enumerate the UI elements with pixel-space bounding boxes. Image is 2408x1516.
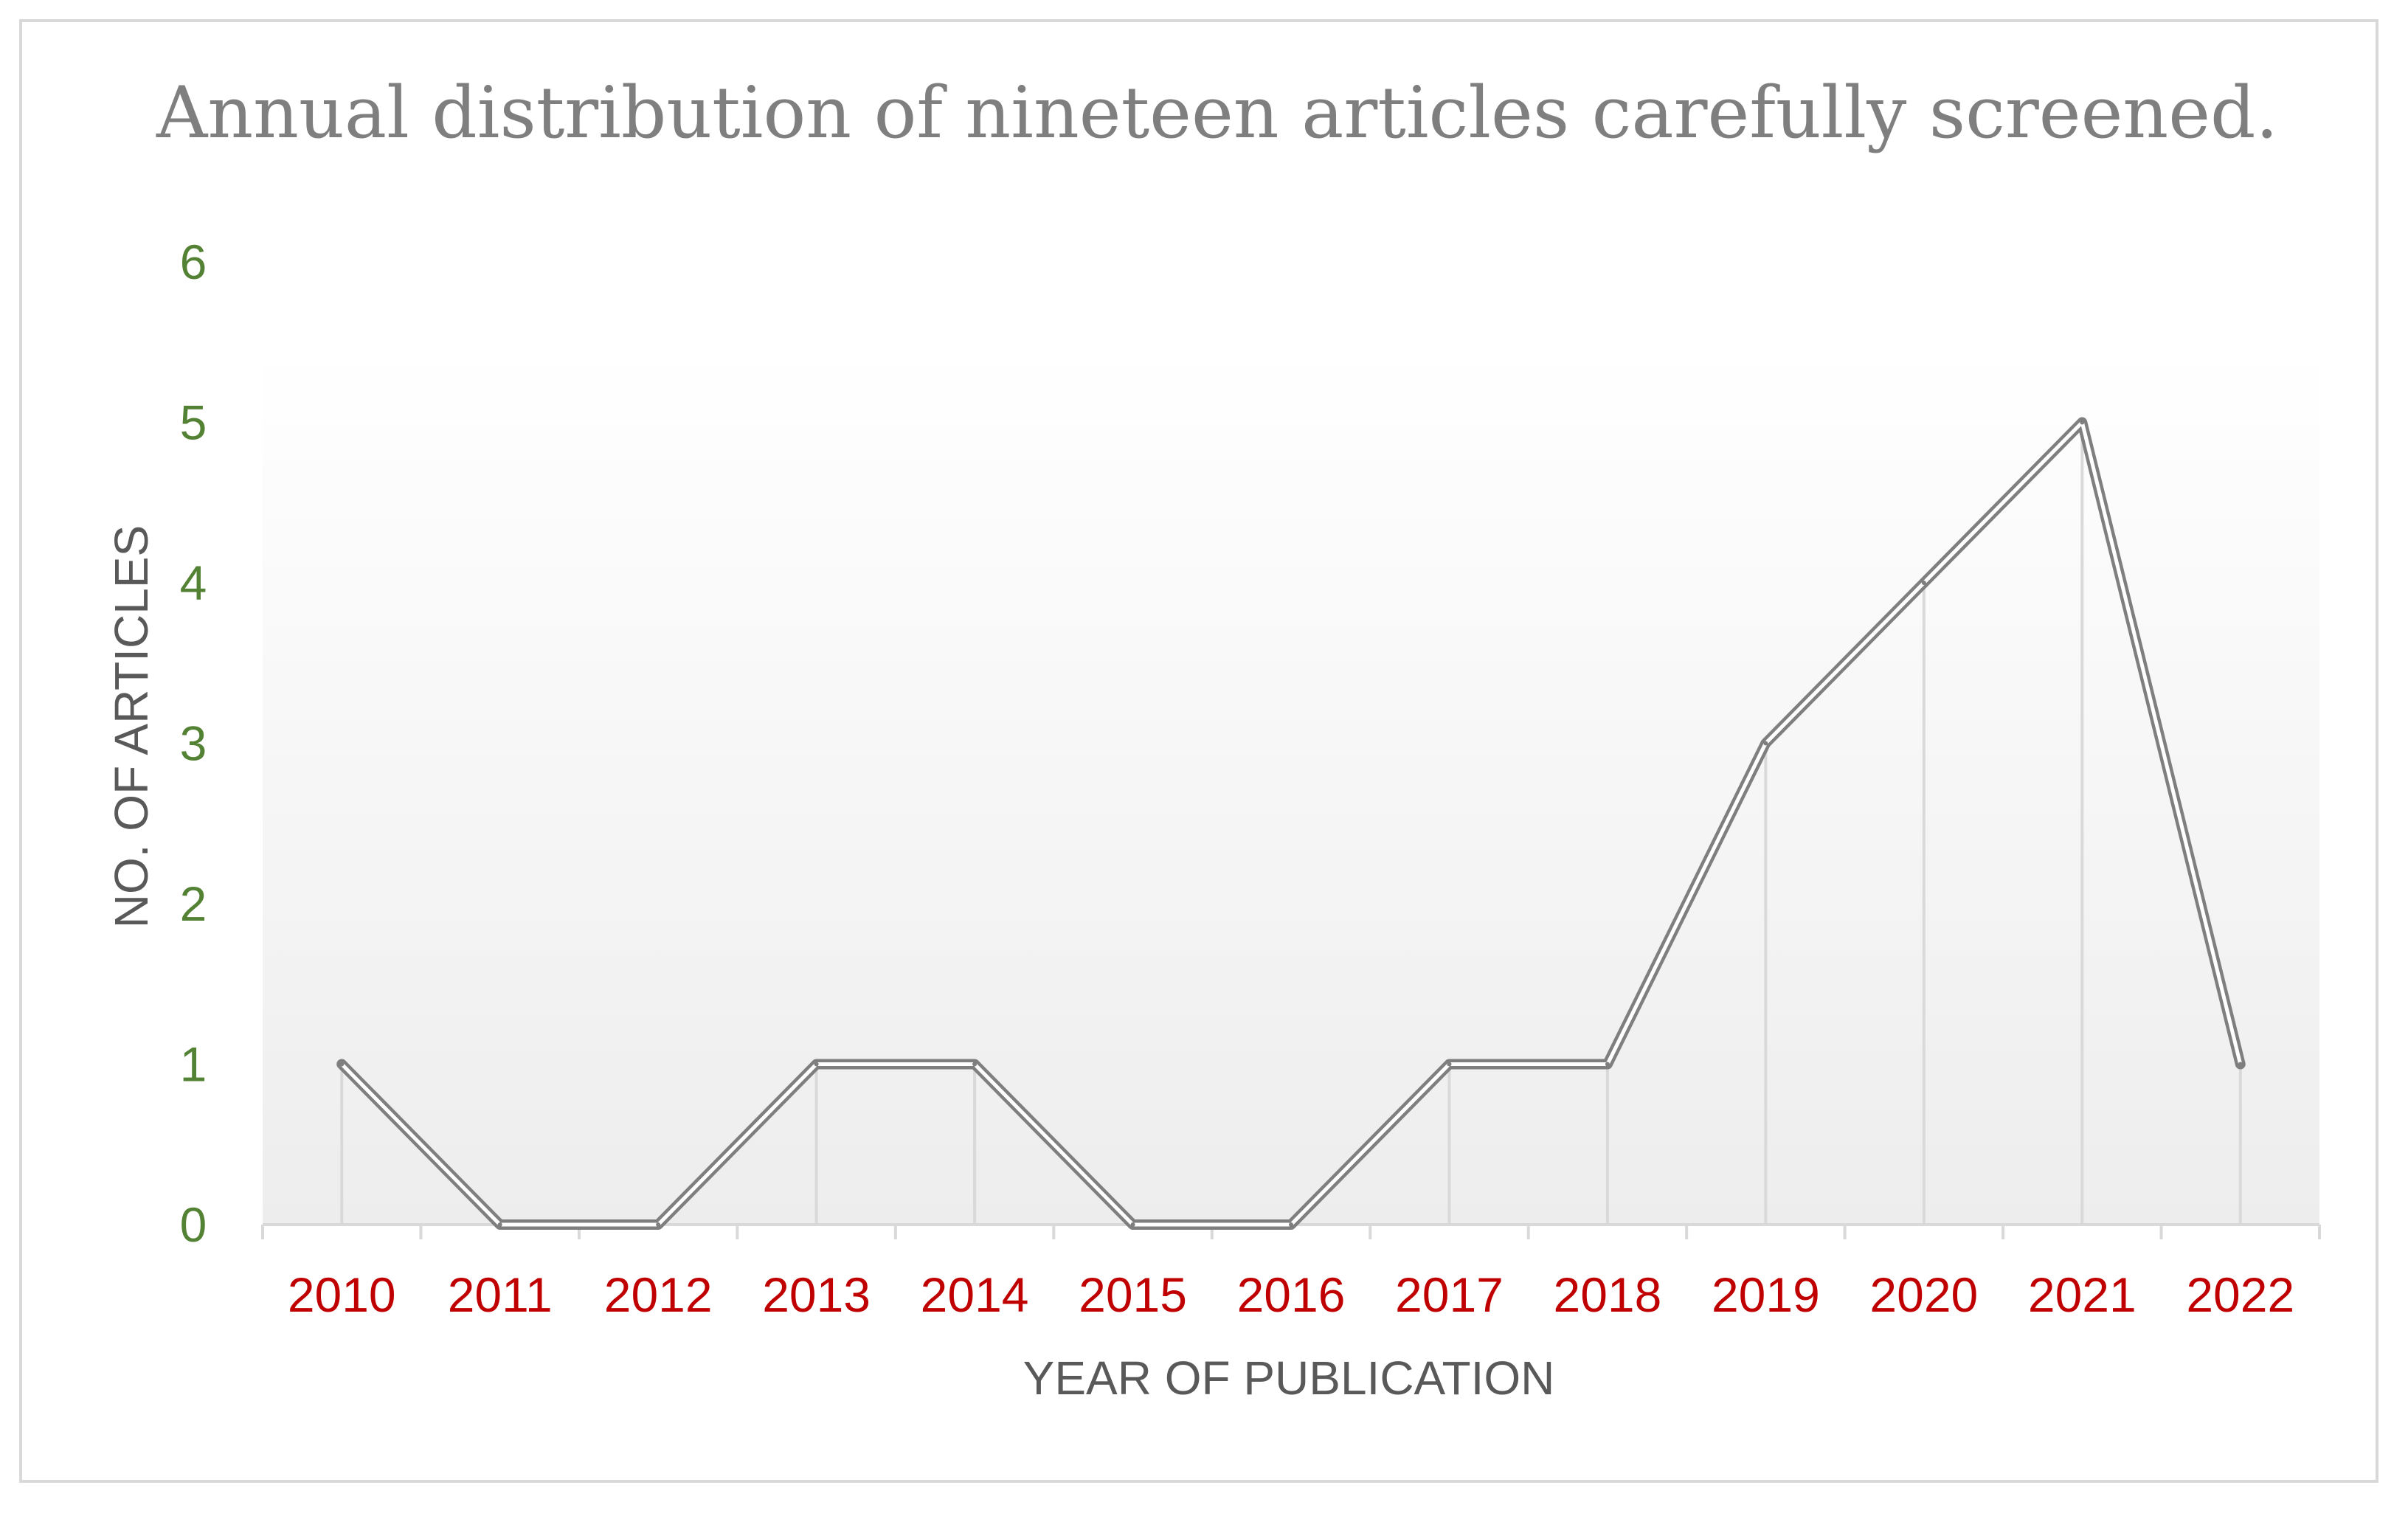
y-tick-label: 3	[180, 716, 207, 771]
x-tick-labels: 2010 2011 2012 2013 2014 2015 2016 2017 2018 2019…	[288, 1267, 2294, 1322]
x-tick-label: 2013	[762, 1267, 871, 1322]
plot-area	[263, 347, 2319, 1225]
x-tick-label: 2018	[1554, 1267, 1662, 1322]
data-point	[1763, 741, 1768, 746]
series-line-group	[336, 417, 2246, 1230]
x-tick-label: 2019	[1712, 1267, 1820, 1322]
x-tick-label: 2015	[1079, 1267, 1187, 1322]
y-tick-label: 6	[180, 235, 207, 289]
x-tick-label: 2014	[921, 1267, 1029, 1322]
x-tick-label: 2016	[1237, 1267, 1346, 1322]
data-point	[1289, 1222, 1293, 1227]
data-point	[1921, 581, 1926, 585]
x-tick-label: 2011	[448, 1267, 553, 1322]
data-point	[1605, 1062, 1610, 1067]
data-point	[339, 1062, 345, 1067]
data-point	[972, 1062, 978, 1067]
chart-title: Annual distribution of nineteen articles…	[156, 72, 2278, 154]
x-tick-label: 2021	[2028, 1267, 2137, 1322]
y-tick-label: 1	[180, 1037, 207, 1092]
y-axis-title: NO. OF ARTICLES	[105, 525, 158, 929]
y-tick-label: 4	[180, 555, 207, 610]
y-tick-label: 0	[180, 1197, 207, 1252]
x-tick-label: 2012	[604, 1267, 713, 1322]
data-point	[656, 1222, 661, 1227]
x-tick-label: 2017	[1395, 1267, 1504, 1322]
data-point	[497, 1222, 502, 1227]
data-point	[2080, 420, 2085, 425]
x-tick-label: 2010	[288, 1267, 396, 1322]
data-point	[814, 1062, 819, 1067]
x-tick-label: 2022	[2186, 1267, 2294, 1322]
drop-lines	[340, 422, 2242, 1225]
x-tick-label: 2020	[1869, 1267, 1978, 1322]
y-tick-label: 5	[180, 395, 207, 450]
data-point	[1447, 1062, 1452, 1067]
y-tick-labels: 0 1 2 3 4 5 6	[180, 235, 207, 1252]
data-point	[2238, 1062, 2243, 1067]
data-point	[1130, 1222, 1135, 1227]
x-axis-title: YEAR OF PUBLICATION	[1023, 1351, 1555, 1405]
y-tick-label: 2	[180, 876, 207, 931]
